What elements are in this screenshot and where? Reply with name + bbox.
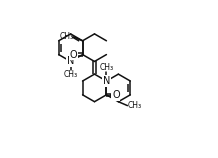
Text: CH₃: CH₃ <box>99 63 114 72</box>
Text: CH₃: CH₃ <box>59 32 73 41</box>
Text: N: N <box>103 76 110 86</box>
Text: O: O <box>69 50 77 60</box>
Text: CH₃: CH₃ <box>128 101 141 110</box>
Text: O: O <box>112 90 120 100</box>
Text: CH₃: CH₃ <box>64 70 78 79</box>
Text: N: N <box>67 56 74 67</box>
